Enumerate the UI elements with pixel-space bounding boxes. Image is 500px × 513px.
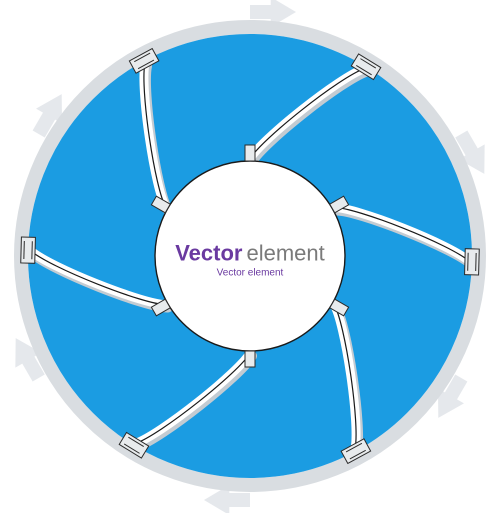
radial-arrow-diagram: Vectorelement Vector element: [0, 0, 500, 513]
diagram-svg: [0, 0, 500, 513]
